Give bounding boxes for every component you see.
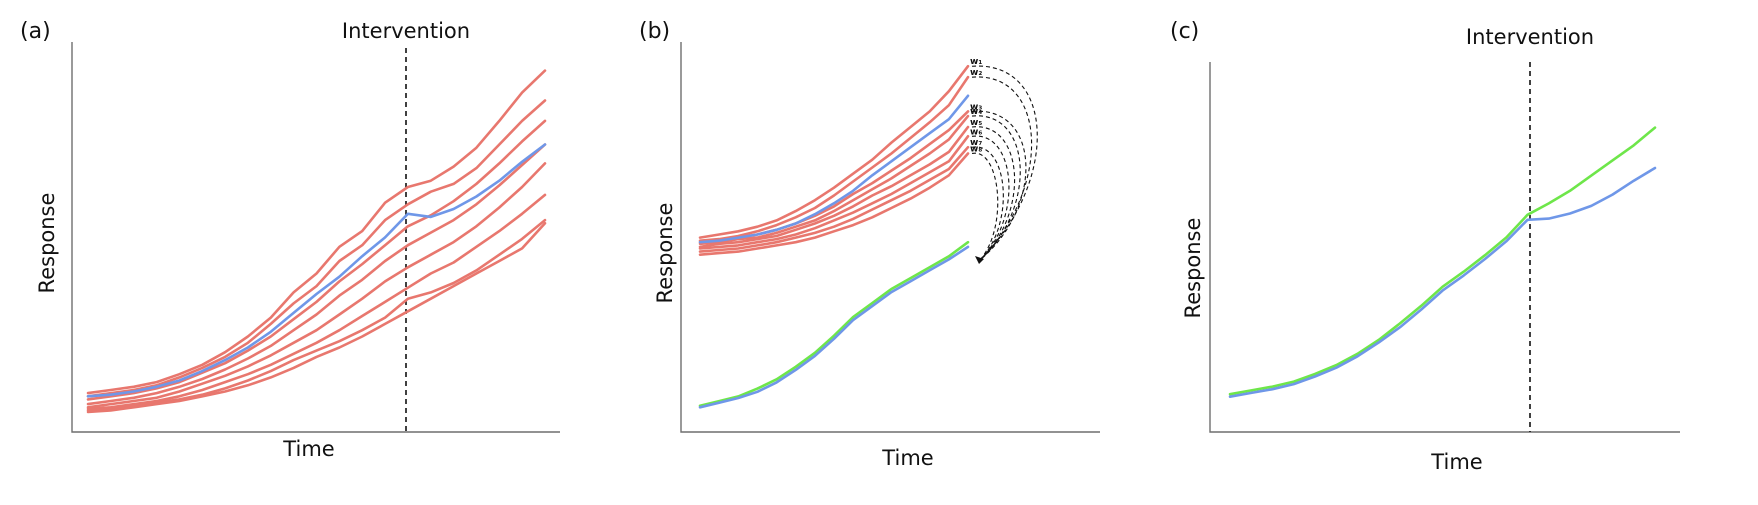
panel-b-weight-arc-3 (971, 110, 1027, 261)
panel-a-control-series-6 (86, 193, 547, 411)
panel-a-intervention-label: Intervention (342, 19, 470, 43)
panel-b-weight-arc-6 (971, 135, 1010, 261)
panel-b-control-series-5 (698, 125, 970, 249)
panel-a-label: (a) (20, 19, 51, 44)
panel-b-weight-label-4: w₄ (970, 107, 982, 117)
panel-b-weight-label-7: w₇ (970, 138, 982, 148)
panel-a-control-series-1 (86, 69, 547, 395)
panel-a-treated-series-9 (86, 143, 547, 398)
panel-a-control-series-2 (86, 99, 547, 398)
panel-b-weight-arc-4 (971, 115, 1021, 261)
panel-b-synthetic-series-10 (698, 240, 970, 408)
panel-a-y-axis-title: Response (35, 193, 59, 294)
panel-b-x-axis-title: Time (881, 446, 933, 470)
panel-b-treated-series-9 (698, 94, 970, 244)
panel-b-control-series-6 (698, 135, 970, 250)
panel-c-intervention-label: Intervention (1466, 25, 1594, 49)
panel-b-weight-arc-5 (971, 126, 1016, 261)
panel-b-y-axis-title: Response (653, 203, 677, 304)
panel-a-control-series-7 (86, 218, 547, 412)
panel-c-label: (c) (1170, 19, 1199, 44)
panel-c-series-group (1228, 126, 1657, 399)
panel-c-x-axis-title: Time (1430, 450, 1482, 474)
panel-b-weight-arc-7 (971, 146, 1004, 261)
panel-b-control-series-8 (698, 152, 970, 256)
panel-b-weight-label-6: w₆ (970, 127, 982, 137)
panel-a-control-series-5 (86, 162, 547, 409)
panel-b-weight-label-3: w₃ (970, 102, 982, 112)
panel-b-control-series-2 (698, 75, 970, 242)
panel-b-weight-arcs (971, 65, 1038, 261)
panel-b-weight-arc-8 (971, 152, 999, 261)
panel-c-axes (1209, 62, 1680, 433)
panel-c: (c) Time Response Intervention (1170, 19, 1680, 474)
panel-b-control-series-4 (698, 114, 970, 246)
panel-b-weight-label-8: w₈ (970, 144, 982, 154)
panel-a-series-group (86, 69, 547, 414)
panel-c-y-axis-title: Response (1181, 218, 1205, 319)
panel-a-control-series-3 (86, 119, 547, 401)
panel-b-arrowhead (975, 256, 984, 264)
panel-b-weight-arc-1 (971, 65, 1038, 261)
panel-b-series-group (698, 64, 970, 409)
panel-b-weight-label-2: w₂ (970, 68, 982, 78)
panel-a-control-series-4 (86, 143, 547, 406)
panel-a-axes (71, 42, 560, 433)
panel-c-treated-series-2 (1228, 166, 1657, 399)
panel-b-control-series-3 (698, 110, 970, 244)
panel-b-weight-label-1: w₁ (970, 57, 982, 67)
panel-b-axes (680, 42, 1100, 433)
panel-a-x-axis-title: Time (282, 437, 334, 461)
panel-c-synthetic-series-1 (1228, 126, 1657, 396)
panel-b-label: (b) (639, 19, 670, 44)
panel-a-control-series-8 (86, 221, 547, 414)
panel-b-control-series-7 (698, 145, 970, 253)
panel-b-treated-series-11 (698, 245, 970, 409)
panel-b-weight-label-5: w₅ (970, 118, 982, 128)
panel-a: (a) Time Response Intervention (20, 19, 560, 461)
panel-b-control-series-1 (698, 64, 970, 239)
